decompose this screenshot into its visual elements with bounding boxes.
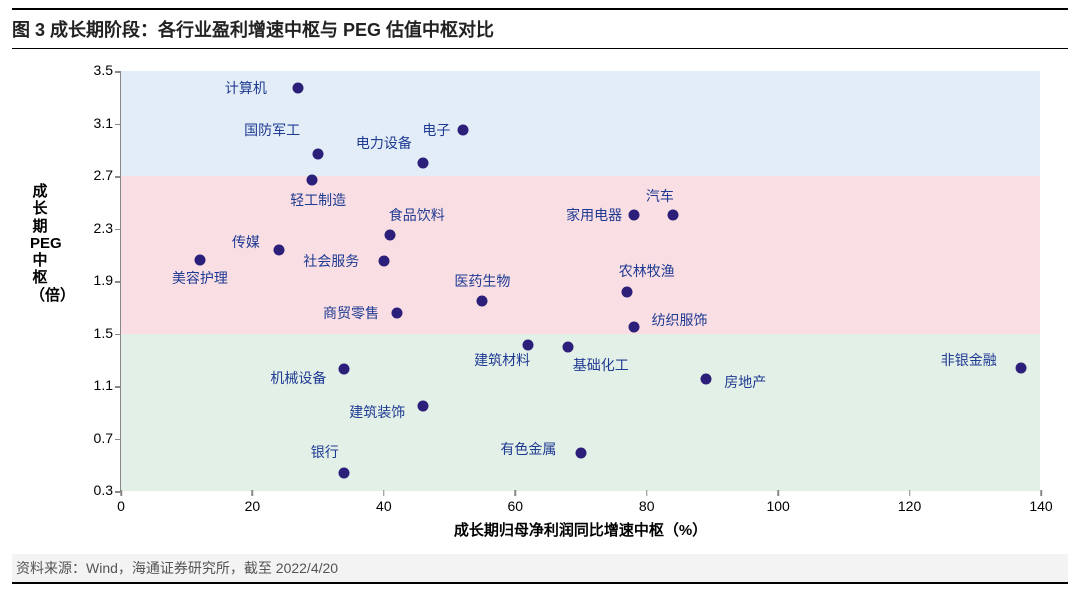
data-point (418, 157, 429, 168)
chart-band (121, 176, 1040, 334)
data-point (194, 255, 205, 266)
data-point (477, 295, 488, 306)
data-point (306, 174, 317, 185)
data-label: 纺织服饰 (652, 310, 708, 330)
x-tick-mark (383, 490, 385, 496)
y-tick-label: 2.3 (73, 220, 113, 236)
x-tick-mark (515, 490, 517, 496)
y-tick-mark (115, 386, 121, 388)
x-tick-label: 40 (376, 498, 392, 514)
data-label: 计算机 (225, 78, 267, 98)
figure-title: 图 3 成长期阶段：各行业盈利增速中枢与 PEG 估值中枢对比 (12, 8, 1068, 49)
y-tick-mark (115, 124, 121, 126)
y-tick-label: 3.1 (73, 115, 113, 131)
y-tick-label: 0.7 (73, 430, 113, 446)
x-tick-label: 60 (507, 498, 523, 514)
data-point (700, 374, 711, 385)
data-point (339, 467, 350, 478)
data-label: 医药生物 (454, 271, 510, 291)
y-tick-label: 2.7 (73, 167, 113, 183)
data-label: 房地产 (724, 372, 766, 392)
plot-region: 成长期归母净利润同比增速中枢（%） 0.30.71.11.51.92.32.73… (120, 71, 1040, 491)
data-label: 食品饮料 (389, 205, 445, 225)
data-label: 建筑材料 (474, 350, 530, 370)
data-point (668, 210, 679, 221)
y-tick-mark (115, 71, 121, 73)
x-axis-title: 成长期归母净利润同比增速中枢（%） (121, 519, 1040, 540)
data-label: 机械设备 (270, 368, 326, 388)
data-label: 基础化工 (573, 355, 629, 375)
y-tick-label: 1.5 (73, 325, 113, 341)
data-label: 传媒 (232, 232, 260, 252)
data-point (457, 125, 468, 136)
data-label: 电力设备 (356, 133, 412, 153)
y-tick-label: 1.9 (73, 272, 113, 288)
y-tick-label: 1.1 (73, 377, 113, 393)
data-label: 电子 (422, 120, 450, 140)
chart-area: 成长期PEG中枢（倍） 成长期归母净利润同比增速中枢（%） 0.30.71.11… (12, 53, 1068, 553)
data-label: 农林牧渔 (619, 261, 675, 281)
y-tick-mark (115, 334, 121, 336)
data-label: 有色金属 (500, 439, 556, 459)
y-tick-mark (115, 176, 121, 178)
data-point (385, 230, 396, 241)
data-point (628, 321, 639, 332)
x-tick-label: 0 (117, 498, 125, 514)
figure-container: 图 3 成长期阶段：各行业盈利增速中枢与 PEG 估值中枢对比 成长期PEG中枢… (0, 0, 1080, 590)
x-tick-mark (646, 490, 648, 496)
data-point (628, 210, 639, 221)
data-label: 家用电器 (566, 205, 622, 225)
data-label: 汽车 (646, 186, 674, 206)
data-point (378, 256, 389, 267)
data-point (418, 400, 429, 411)
data-point (313, 148, 324, 159)
data-label: 轻工制造 (290, 190, 346, 210)
data-label: 非银金融 (941, 350, 997, 370)
x-tick-label: 80 (639, 498, 655, 514)
y-tick-mark (115, 281, 121, 283)
y-tick-label: 0.3 (73, 482, 113, 498)
x-tick-mark (777, 490, 779, 496)
x-tick-label: 120 (898, 498, 921, 514)
data-label: 社会服务 (303, 251, 359, 271)
data-label: 建筑装饰 (349, 402, 405, 422)
y-axis-title: 成长期PEG中枢（倍） (30, 183, 50, 304)
x-tick-mark (909, 490, 911, 496)
x-tick-mark (120, 490, 122, 496)
data-point (622, 286, 633, 297)
data-point (562, 341, 573, 352)
x-tick-label: 140 (1029, 498, 1052, 514)
x-tick-mark (252, 490, 254, 496)
data-label: 银行 (311, 442, 339, 462)
source-caption: 资料来源：Wind，海通证券研究所，截至 2022/4/20 (12, 554, 1068, 584)
data-label: 美容护理 (172, 268, 228, 288)
x-tick-label: 100 (766, 498, 789, 514)
data-label: 国防军工 (244, 120, 300, 140)
data-point (576, 447, 587, 458)
x-tick-mark (1040, 490, 1042, 496)
y-tick-mark (115, 439, 121, 441)
data-point (273, 244, 284, 255)
data-point (339, 363, 350, 374)
data-label: 商贸零售 (323, 303, 379, 323)
y-tick-label: 3.5 (73, 62, 113, 78)
x-tick-label: 20 (245, 498, 261, 514)
data-point (293, 83, 304, 94)
y-tick-mark (115, 229, 121, 231)
data-point (392, 307, 403, 318)
data-point (1016, 362, 1027, 373)
